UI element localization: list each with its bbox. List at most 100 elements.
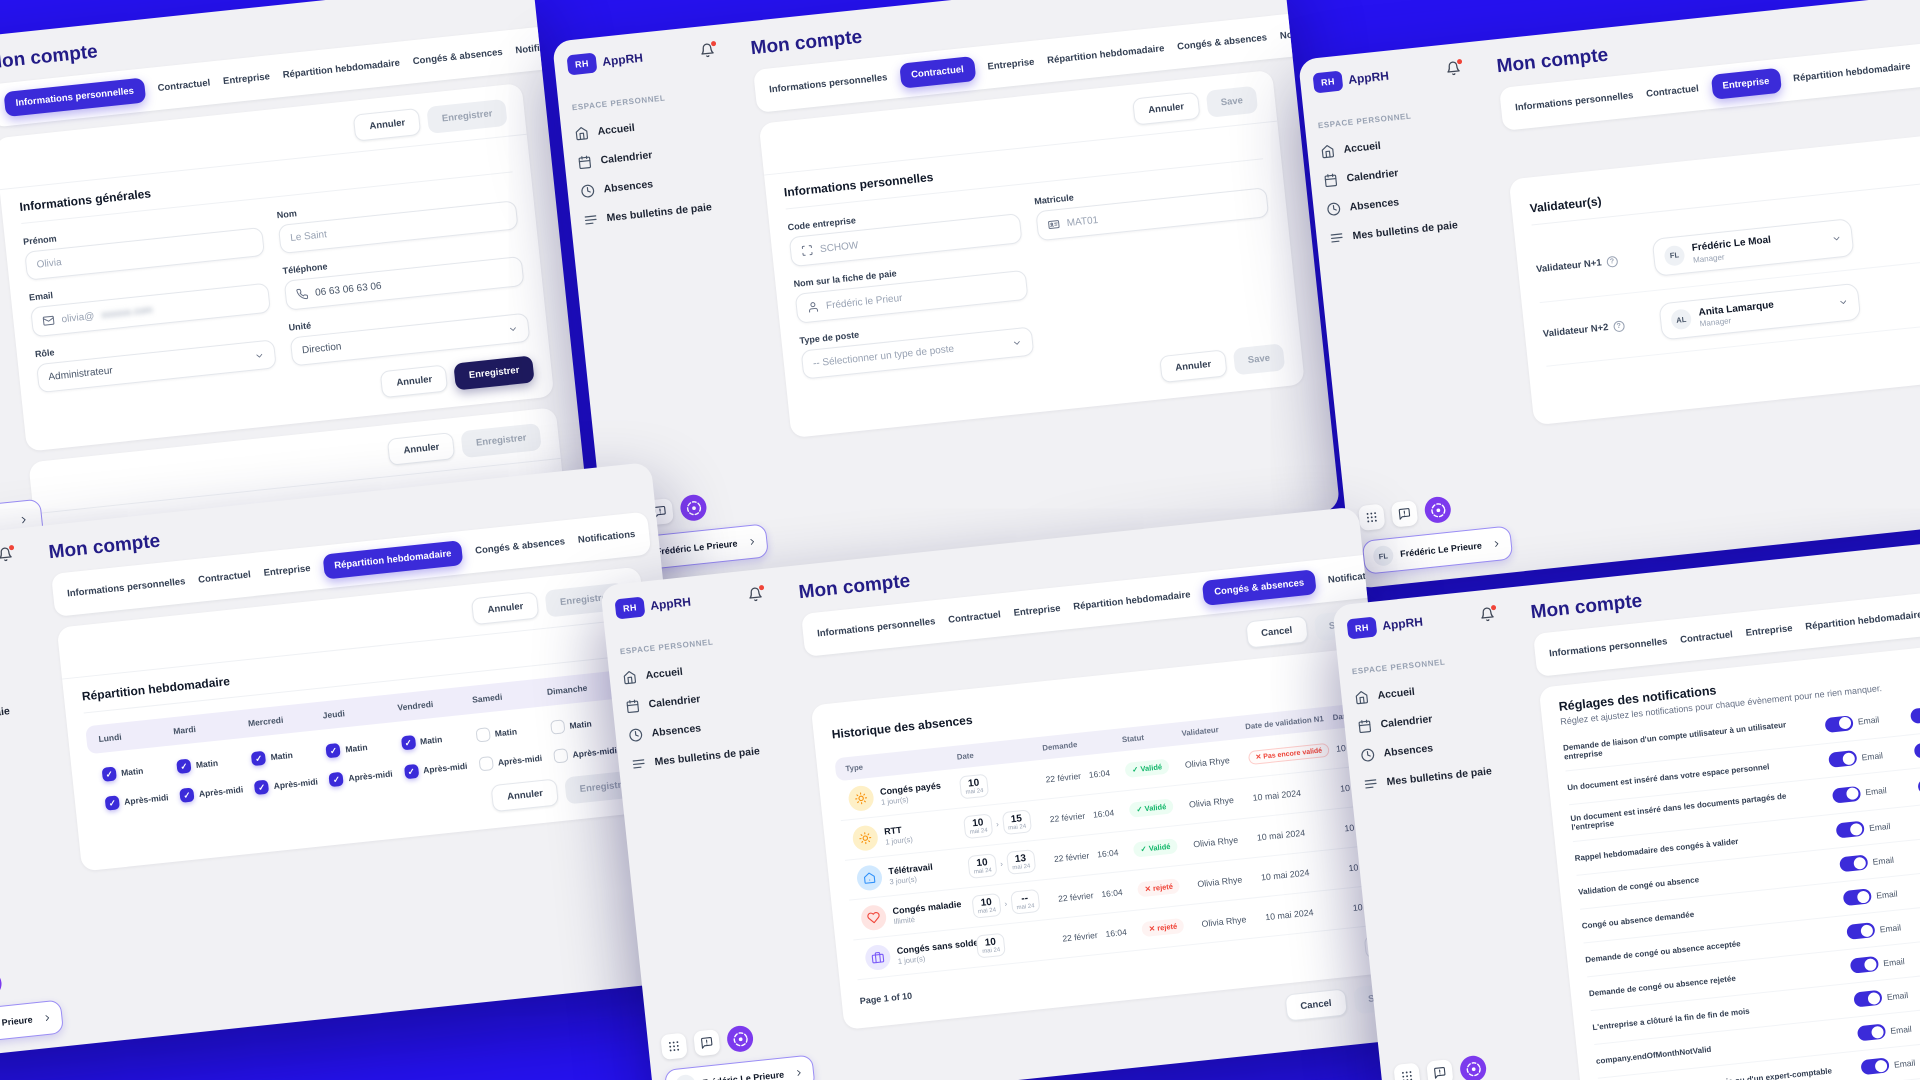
- sidebar-item-accueil[interactable]: Accueil: [1320, 130, 1470, 159]
- aperture-icon[interactable]: [725, 1024, 755, 1054]
- matricule-input[interactable]: MAT01: [1035, 187, 1270, 242]
- save-button[interactable]: Save: [1232, 343, 1286, 376]
- checkbox-jeudi-apres-midi[interactable]: ✓: [328, 771, 345, 788]
- email-toggle[interactable]: [1839, 854, 1869, 873]
- sidebar-item-calendrier[interactable]: Calendrier: [0, 644, 25, 673]
- email-toggle[interactable]: [1846, 922, 1876, 940]
- tab-contractuel[interactable]: Contractuel: [947, 609, 1002, 626]
- tab-informations-personnelles[interactable]: Informations personnelles: [768, 72, 888, 96]
- tab-repartition-hebdomadaire[interactable]: Répartition hebdomadaire: [282, 57, 401, 81]
- sidebar-item-mes-bulletins-de-paie[interactable]: Mes bulletins de paie: [0, 702, 31, 731]
- email-input[interactable]: olivia@ xxxxxx.com: [30, 282, 271, 338]
- unite-select[interactable]: Direction: [289, 312, 531, 367]
- email-toggle[interactable]: [1842, 888, 1873, 907]
- sidebar-item-accueil[interactable]: Accueil: [1354, 676, 1504, 705]
- cancel-button[interactable]: Annuler: [471, 591, 540, 626]
- email-toggle[interactable]: [1849, 955, 1880, 974]
- email-toggle[interactable]: [1853, 989, 1883, 1008]
- tab-conges-absences[interactable]: Congés & absences: [474, 536, 566, 557]
- cancel-button[interactable]: Annuler: [490, 778, 560, 813]
- support-chat-icon[interactable]: [693, 1028, 721, 1057]
- app-toggle[interactable]: [1913, 741, 1920, 759]
- bell-icon[interactable]: [1445, 58, 1463, 78]
- email-toggle[interactable]: [1828, 750, 1858, 768]
- cancel-button[interactable]: Annuler: [353, 107, 422, 142]
- email-toggle[interactable]: [1831, 785, 1862, 804]
- aperture-icon[interactable]: [1458, 1054, 1488, 1080]
- cancel-button[interactable]: Annuler: [1159, 349, 1228, 384]
- tab-repartition-hebdomadaire[interactable]: Répartition hebdomadaire: [322, 540, 464, 580]
- email-toggle[interactable]: [1856, 1023, 1887, 1042]
- checkbox-mardi-matin[interactable]: ✓: [176, 758, 192, 774]
- tab-informations-personnelles[interactable]: Informations personnelles: [816, 616, 936, 640]
- sidebar-item-absences[interactable]: Absences: [1326, 187, 1476, 216]
- apps-grid-icon[interactable]: [1393, 1061, 1421, 1080]
- tab-notifications[interactable]: Notifications: [577, 528, 636, 546]
- checkbox-vendredi-apres-midi[interactable]: ✓: [403, 763, 419, 780]
- bell-icon[interactable]: [1479, 604, 1497, 624]
- apps-grid-icon[interactable]: [1357, 503, 1386, 531]
- sidebar-item-accueil[interactable]: Accueil: [574, 112, 724, 141]
- aperture-icon[interactable]: [0, 969, 3, 999]
- tab-entreprise[interactable]: Entreprise: [263, 563, 312, 579]
- tab-informations-personnelles[interactable]: Informations personnelles: [1514, 90, 1634, 114]
- tab-conges-absences[interactable]: Congés & absences: [412, 46, 504, 68]
- tab-repartition-hebdomadaire[interactable]: Répartition hebdomadaire: [1804, 609, 1920, 633]
- tab-entreprise[interactable]: Entreprise: [1013, 603, 1062, 619]
- bell-icon[interactable]: [699, 40, 717, 60]
- checkbox-jeudi-matin[interactable]: ✓: [325, 742, 342, 759]
- nom-fiche-paie-input[interactable]: Frédéric le Prieur: [794, 269, 1029, 324]
- tab-informations-personnelles[interactable]: Informations personnelles: [1548, 636, 1668, 660]
- sidebar-item-calendrier[interactable]: Calendrier: [577, 140, 727, 170]
- checkbox-samedi-apres-midi[interactable]: [478, 756, 494, 772]
- role-select[interactable]: Administrateur: [36, 339, 277, 394]
- sidebar-item-absences[interactable]: Absences: [628, 713, 778, 742]
- sidebar-item-calendrier[interactable]: Calendrier: [625, 684, 775, 714]
- checkbox-lundi-matin[interactable]: ✓: [101, 766, 117, 782]
- sidebar-item-calendrier[interactable]: Calendrier: [1323, 158, 1473, 188]
- validator-n2-select[interactable]: AL Anita Lamarque Manager: [1658, 282, 1862, 341]
- support-chat-icon[interactable]: [1426, 1058, 1454, 1080]
- cancel-button[interactable]: Annuler: [387, 432, 456, 466]
- tab-conges-absences[interactable]: Congés & absences: [1202, 569, 1317, 606]
- support-chat-icon[interactable]: [1390, 499, 1419, 528]
- bell-icon[interactable]: [747, 584, 765, 604]
- save-button[interactable]: Enregistrer: [453, 355, 535, 391]
- sidebar-item-accueil[interactable]: Accueil: [622, 656, 772, 685]
- sidebar-item-mes-bulletins-de-paie[interactable]: Mes bulletins de paie: [583, 198, 733, 227]
- sidebar-item-absences[interactable]: Absences: [0, 673, 28, 702]
- checkbox-mercredi-matin[interactable]: ✓: [251, 750, 267, 767]
- email-toggle[interactable]: [1835, 820, 1865, 839]
- aperture-icon[interactable]: [1423, 495, 1453, 525]
- checkbox-lundi-apres-midi[interactable]: ✓: [104, 795, 120, 811]
- checkbox-mardi-apres-midi[interactable]: ✓: [179, 787, 195, 803]
- tab-repartition-hebdomadaire[interactable]: Répartition hebdomadaire: [1792, 61, 1911, 85]
- checkbox-mercredi-apres-midi[interactable]: ✓: [254, 779, 270, 795]
- aperture-icon[interactable]: [679, 493, 708, 523]
- tab-entreprise[interactable]: Entreprise: [1745, 623, 1794, 639]
- tab-contractuel[interactable]: Contractuel: [197, 569, 252, 586]
- tab-entreprise[interactable]: Entreprise: [222, 71, 271, 88]
- checkbox-dimanche-matin[interactable]: [549, 719, 566, 735]
- code-entreprise-input[interactable]: SCHOW: [788, 213, 1023, 268]
- tab-contractuel[interactable]: Contractuel: [1679, 629, 1734, 646]
- tab-repartition-hebdomadaire[interactable]: Répartition hebdomadaire: [1046, 43, 1165, 67]
- sidebar-item-accueil[interactable]: Accueil: [0, 616, 22, 645]
- tab-contractuel[interactable]: Contractuel: [157, 77, 211, 95]
- checkbox-samedi-matin[interactable]: [475, 727, 491, 743]
- sidebar-item-mes-bulletins-de-paie[interactable]: Mes bulletins de paie: [1363, 762, 1513, 791]
- tab-informations-personnelles[interactable]: Informations personnelles: [66, 576, 186, 600]
- sidebar-item-absences[interactable]: Absences: [1360, 733, 1510, 762]
- telephone-input[interactable]: 06 63 06 63 06: [283, 255, 525, 311]
- checkbox-vendredi-matin[interactable]: ✓: [400, 735, 416, 751]
- save-button[interactable]: Enregistrer: [426, 98, 508, 134]
- email-toggle[interactable]: [1824, 714, 1854, 733]
- tab-notifications[interactable]: Notifications: [1279, 24, 1338, 42]
- tab-conges-absences[interactable]: Congés & absences: [1176, 32, 1268, 53]
- sidebar-item-calendrier[interactable]: Calendrier: [1357, 704, 1507, 734]
- sidebar-item-absences[interactable]: Absences: [580, 169, 730, 198]
